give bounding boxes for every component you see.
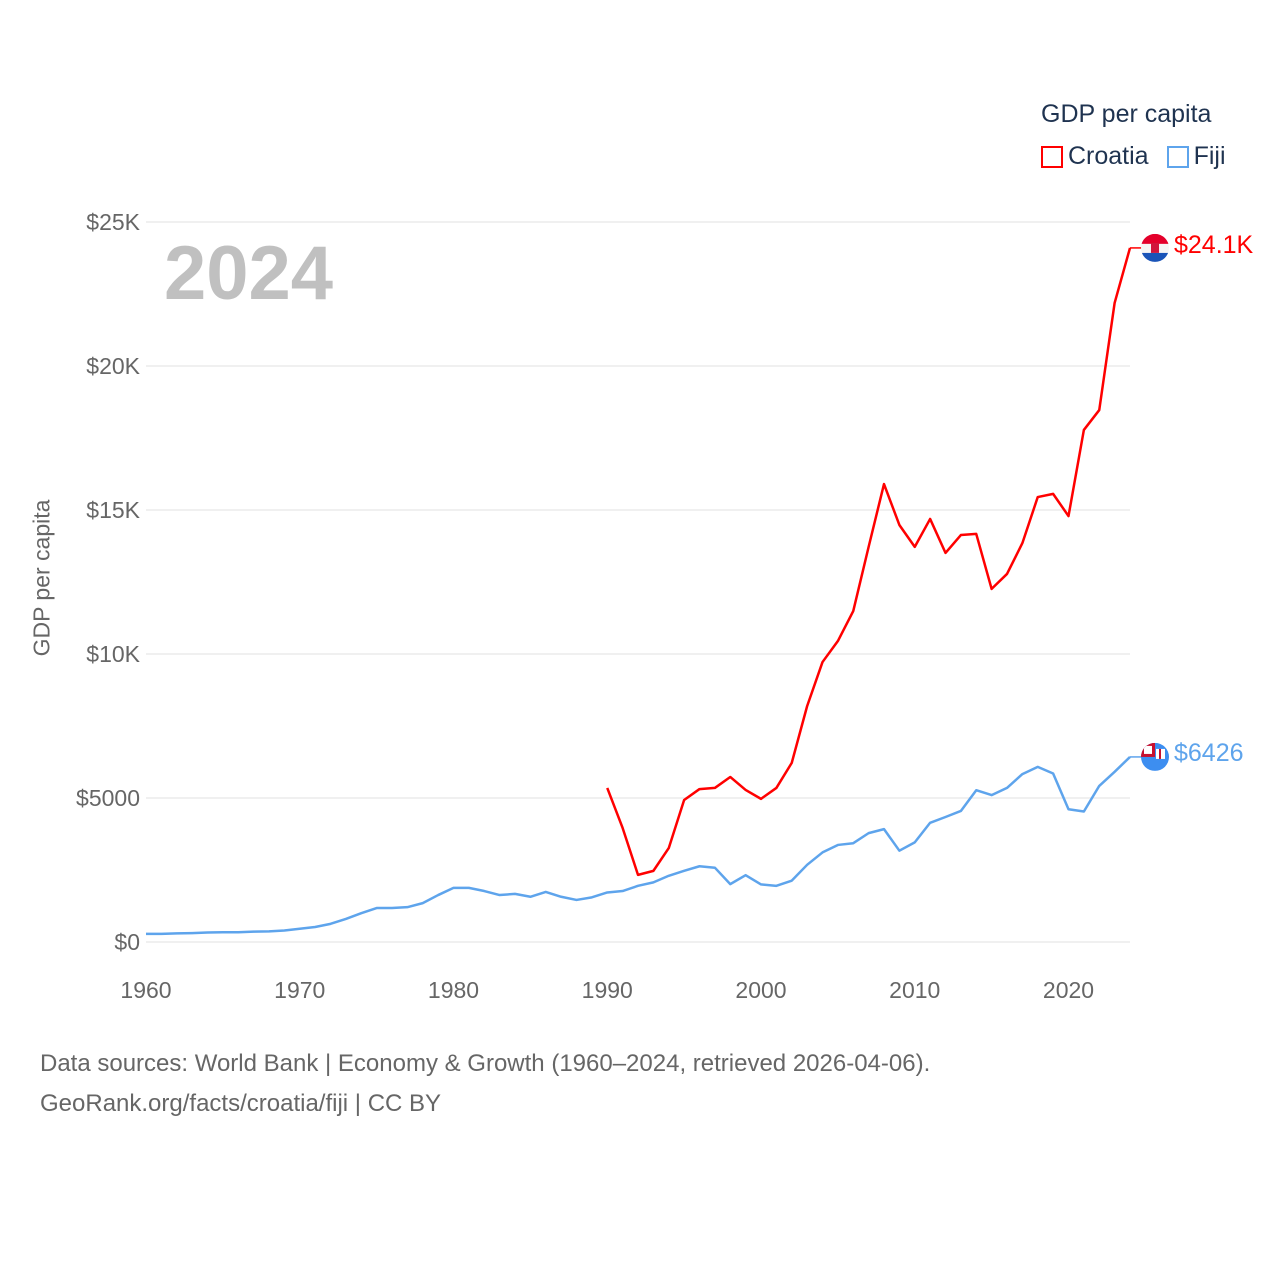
end-label-fiji: $6426 [1174, 739, 1244, 767]
x-tick-label: 2000 [735, 977, 786, 1003]
x-tick-label: 1960 [120, 977, 171, 1003]
y-tick-label: $10K [86, 641, 140, 667]
end-label-croatia: $24.1K [1174, 231, 1254, 259]
footer-link[interactable]: GeoRank.org/facts/croatia/fiji | CC BY [40, 1090, 442, 1117]
x-tick-label: 1970 [274, 977, 325, 1003]
y-tick-label: $0 [114, 929, 140, 955]
y-tick-label: $20K [86, 353, 140, 379]
y-axis-label: GDP per capita [28, 499, 55, 657]
footer: Data sources: World Bank | Economy & Gro… [40, 1044, 930, 1124]
legend-swatch-fiji [1166, 145, 1189, 168]
croatia-flag-icon [1141, 233, 1169, 262]
x-tick-label: 1990 [582, 977, 633, 1003]
fiji-flag-icon [1141, 742, 1169, 771]
y-tick-label: $15K [86, 497, 140, 523]
series-line-fiji [146, 756, 1131, 936]
legend-label-fiji: Fiji [1193, 142, 1226, 170]
y-tick-label: $25K [86, 209, 140, 235]
y-tick-label: $5000 [76, 785, 140, 811]
legend-title: GDP per capita [1041, 100, 1212, 128]
legend: Croatia Fiji [1041, 142, 1226, 171]
legend-item-croatia[interactable]: Croatia [1041, 142, 1149, 171]
x-tick-label: 2020 [1043, 977, 1094, 1003]
series-line-croatia [606, 247, 1132, 877]
legend-swatch-croatia [1041, 145, 1063, 168]
x-tick-label: 2010 [889, 977, 940, 1003]
x-tick-label: 1980 [428, 977, 479, 1003]
legend-label-croatia: Croatia [1068, 142, 1149, 170]
current-year-label: 2024 [164, 231, 334, 316]
footer-sources: Data sources: World Bank | Economy & Gro… [40, 1050, 931, 1077]
legend-item-fiji[interactable]: Fiji [1166, 142, 1226, 171]
